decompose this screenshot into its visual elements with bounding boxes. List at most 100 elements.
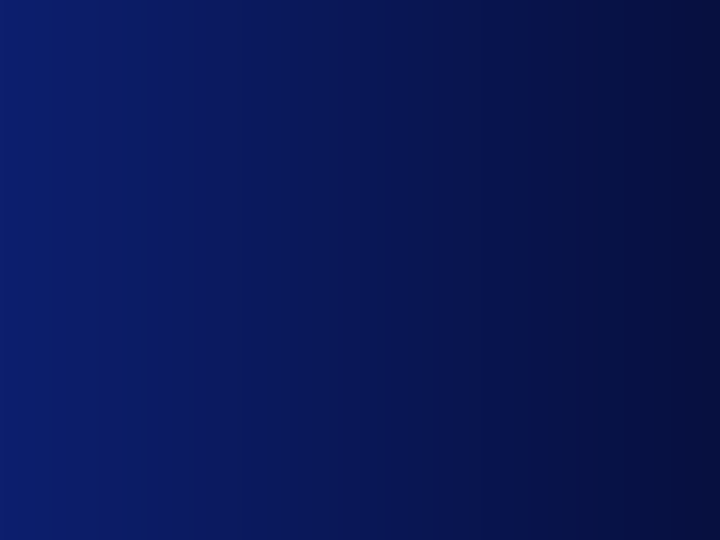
FancyBboxPatch shape — [407, 199, 443, 225]
Circle shape — [405, 299, 445, 329]
Text: Validation: Validation — [487, 232, 536, 241]
FancyBboxPatch shape — [277, 400, 286, 407]
Ellipse shape — [413, 428, 436, 432]
FancyBboxPatch shape — [407, 215, 415, 220]
FancyBboxPatch shape — [409, 424, 441, 450]
FancyBboxPatch shape — [192, 400, 202, 407]
Text: Sample
Data: Sample Data — [328, 233, 365, 254]
Text: EcoGrid
DataBase: EcoGrid DataBase — [105, 382, 153, 403]
Text: GARP
rule set: GARP rule set — [443, 194, 477, 214]
FancyBboxPatch shape — [407, 210, 415, 215]
FancyBboxPatch shape — [434, 210, 443, 215]
FancyBboxPatch shape — [184, 199, 192, 206]
Text: Integrated
layers: Integrated layers — [286, 366, 333, 386]
FancyBboxPatch shape — [495, 199, 528, 225]
FancyBboxPatch shape — [258, 380, 268, 387]
Ellipse shape — [117, 438, 142, 446]
FancyBboxPatch shape — [192, 219, 202, 226]
Ellipse shape — [117, 260, 142, 267]
FancyBboxPatch shape — [202, 400, 211, 407]
FancyBboxPatch shape — [117, 161, 142, 188]
FancyBboxPatch shape — [415, 199, 425, 205]
FancyBboxPatch shape — [277, 387, 286, 393]
Ellipse shape — [117, 411, 142, 419]
FancyBboxPatch shape — [184, 380, 192, 387]
Text: Data
Calculation: Data Calculation — [397, 232, 452, 253]
FancyBboxPatch shape — [286, 400, 295, 407]
FancyBboxPatch shape — [211, 393, 220, 400]
FancyBboxPatch shape — [258, 400, 268, 407]
FancyBboxPatch shape — [333, 198, 361, 227]
Ellipse shape — [413, 442, 436, 446]
FancyBboxPatch shape — [415, 205, 425, 210]
Text: 'A3: 'A3 — [335, 214, 346, 220]
FancyBboxPatch shape — [493, 198, 530, 227]
FancyBboxPatch shape — [286, 387, 295, 393]
FancyBboxPatch shape — [184, 393, 192, 400]
FancyBboxPatch shape — [268, 387, 277, 393]
FancyBboxPatch shape — [434, 215, 443, 220]
FancyBboxPatch shape — [211, 206, 220, 212]
Ellipse shape — [413, 314, 426, 321]
FancyBboxPatch shape — [537, 314, 558, 321]
FancyBboxPatch shape — [192, 380, 202, 387]
FancyBboxPatch shape — [211, 380, 220, 387]
FancyBboxPatch shape — [117, 415, 142, 442]
Text: EcoGrid
DataBase: EcoGrid DataBase — [105, 448, 153, 470]
FancyBboxPatch shape — [258, 387, 268, 393]
Ellipse shape — [117, 158, 142, 165]
FancyBboxPatch shape — [184, 206, 192, 212]
FancyBboxPatch shape — [415, 210, 425, 215]
Ellipse shape — [117, 345, 142, 353]
FancyBboxPatch shape — [192, 387, 202, 393]
Text: Integrated
layers: Integrated layers — [318, 254, 364, 273]
FancyBboxPatch shape — [184, 212, 192, 219]
FancyBboxPatch shape — [434, 205, 443, 210]
FancyBboxPatch shape — [531, 299, 564, 314]
FancyBboxPatch shape — [286, 393, 295, 400]
Text: Training
sample: Training sample — [369, 197, 405, 216]
FancyBboxPatch shape — [192, 199, 202, 206]
FancyBboxPatch shape — [415, 215, 425, 220]
Text: Native range
prediction map: Native range prediction map — [451, 292, 519, 312]
Text: ?: ? — [204, 209, 210, 219]
FancyBboxPatch shape — [211, 387, 220, 393]
FancyBboxPatch shape — [184, 387, 192, 393]
FancyBboxPatch shape — [407, 199, 415, 205]
FancyBboxPatch shape — [192, 212, 202, 219]
FancyBboxPatch shape — [413, 430, 436, 444]
FancyBboxPatch shape — [202, 212, 211, 219]
FancyBboxPatch shape — [202, 380, 211, 387]
FancyBboxPatch shape — [181, 378, 222, 408]
FancyBboxPatch shape — [268, 393, 277, 400]
FancyBboxPatch shape — [256, 377, 298, 409]
Circle shape — [198, 207, 216, 221]
Text: EcoGrid
Query: EcoGrid Query — [183, 232, 220, 254]
Text: EcoGrid
DataBase: EcoGrid DataBase — [105, 195, 153, 217]
FancyBboxPatch shape — [407, 205, 415, 210]
Text: Species
pres. & abs.
points: Species pres. & abs. points — [211, 137, 265, 167]
Polygon shape — [253, 198, 300, 227]
Text: EcoGrid
Query: EcoGrid Query — [183, 413, 220, 435]
FancyBboxPatch shape — [117, 349, 142, 376]
FancyBboxPatch shape — [277, 393, 286, 400]
FancyBboxPatch shape — [202, 206, 211, 212]
FancyBboxPatch shape — [434, 199, 443, 205]
FancyBboxPatch shape — [407, 220, 415, 225]
FancyBboxPatch shape — [202, 199, 211, 206]
FancyBboxPatch shape — [401, 297, 449, 332]
FancyBboxPatch shape — [202, 387, 211, 393]
Text: Physical
Transformation: Physical Transformation — [240, 234, 313, 255]
FancyBboxPatch shape — [202, 219, 211, 226]
FancyBboxPatch shape — [117, 237, 142, 264]
FancyBboxPatch shape — [202, 393, 211, 400]
FancyBboxPatch shape — [425, 215, 434, 220]
FancyBboxPatch shape — [211, 400, 220, 407]
FancyBboxPatch shape — [192, 393, 202, 400]
Text: Env.
layers: Env. layers — [224, 366, 251, 386]
Text: User: User — [536, 327, 559, 337]
Text: GARP
rule set: GARP rule set — [456, 245, 490, 265]
FancyBboxPatch shape — [434, 220, 443, 225]
Text: 'A2: 'A2 — [335, 207, 346, 213]
FancyBboxPatch shape — [258, 393, 268, 400]
